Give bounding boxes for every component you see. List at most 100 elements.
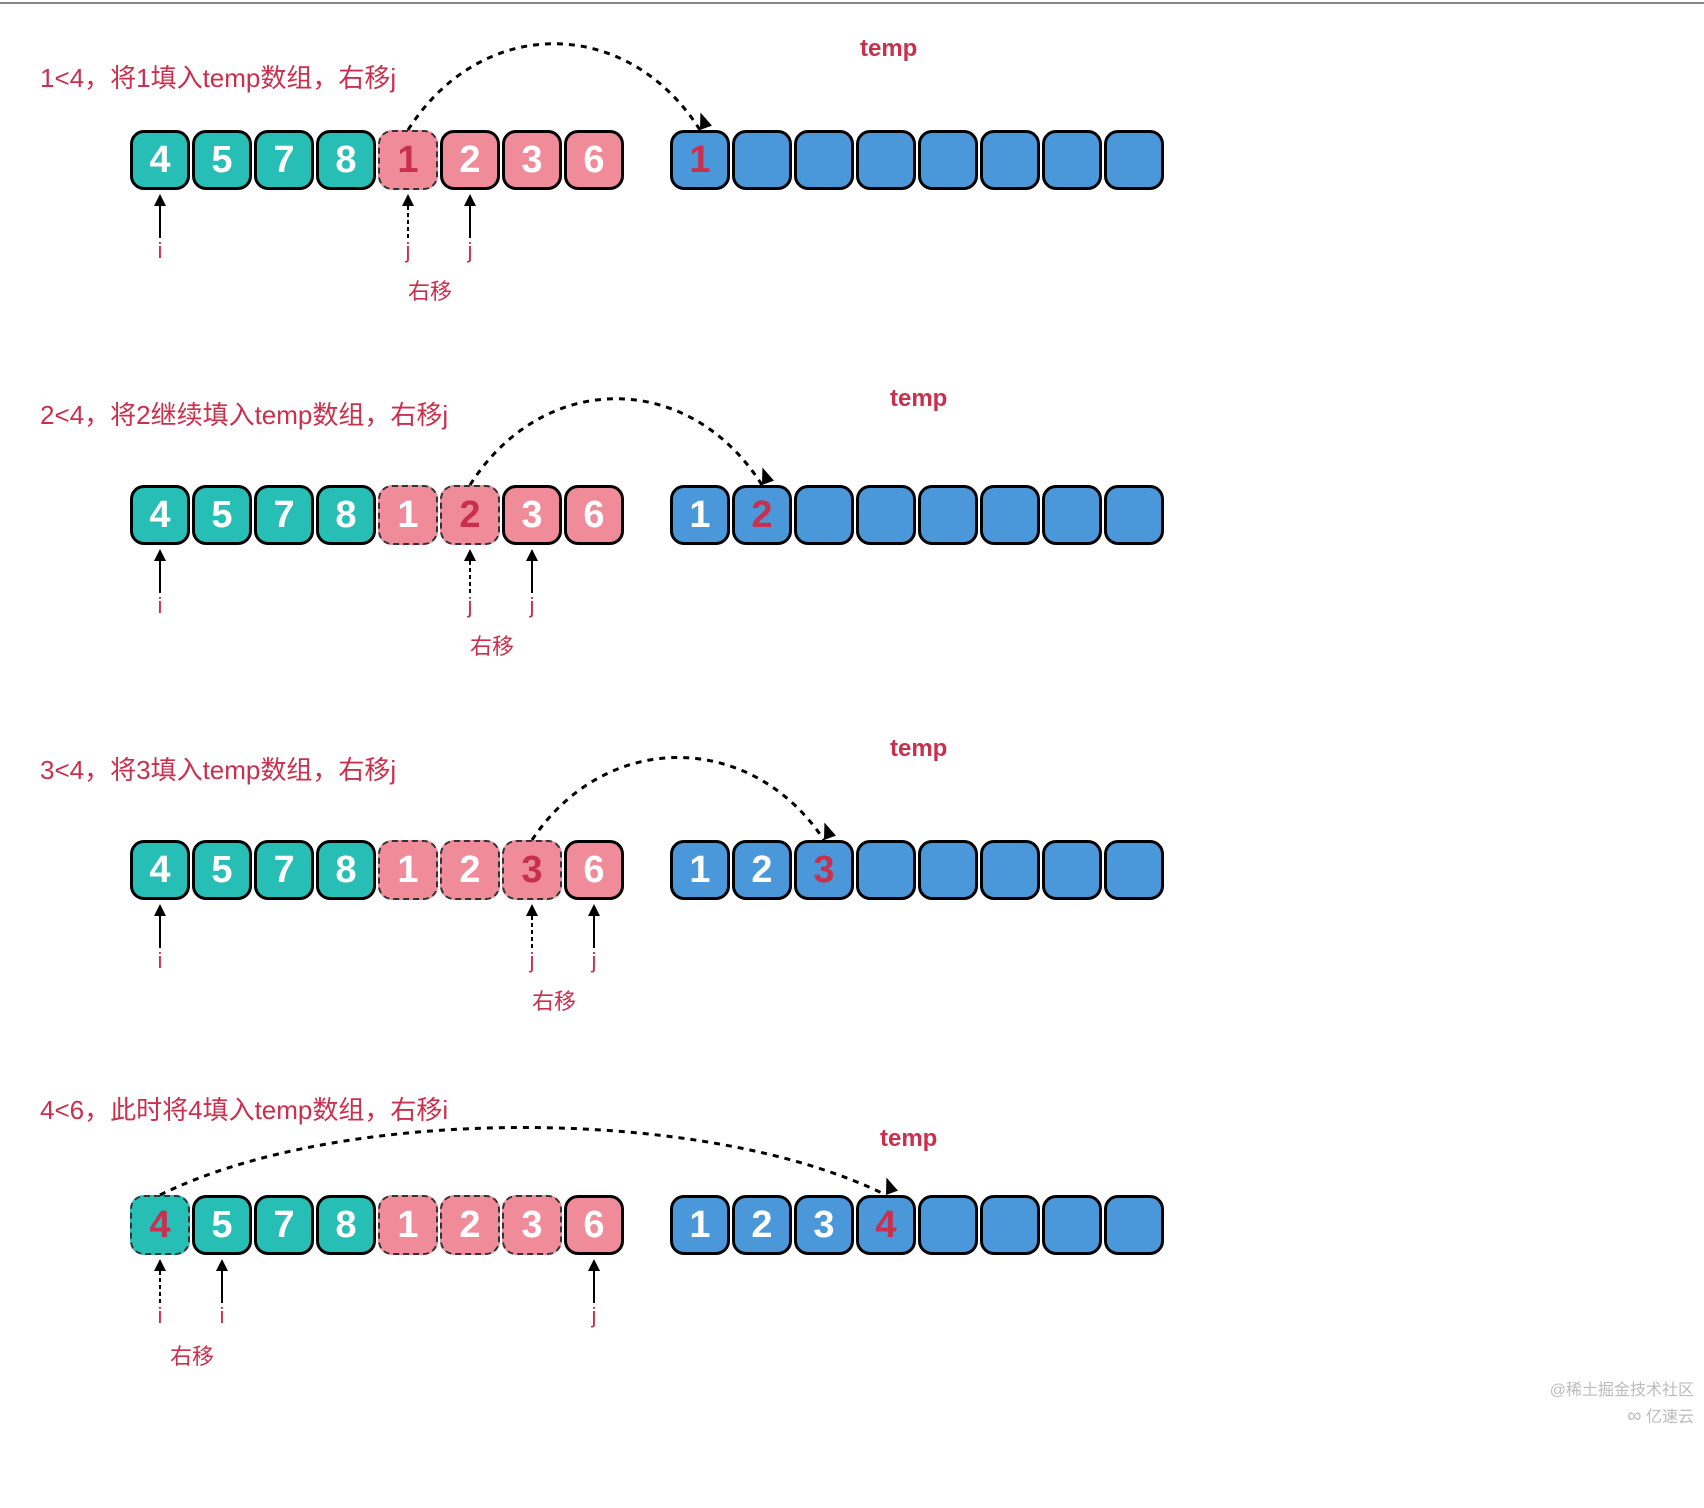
source-cell: 6 bbox=[564, 130, 624, 190]
pointer-label: j bbox=[592, 1303, 597, 1329]
source-cell: 7 bbox=[254, 1195, 314, 1255]
source-cell: 7 bbox=[254, 840, 314, 900]
pointer-j: j bbox=[584, 1259, 604, 1329]
source-cell: 1 bbox=[378, 1195, 438, 1255]
source-cell: 3 bbox=[502, 485, 562, 545]
source-cell: 2 bbox=[440, 1195, 500, 1255]
source-cell: 6 bbox=[564, 1195, 624, 1255]
temp-cell: 1 bbox=[670, 485, 730, 545]
temp-cell bbox=[1104, 130, 1164, 190]
pointer-label: i bbox=[158, 593, 163, 619]
source-cell: 5 bbox=[192, 840, 252, 900]
source-array: 45781236 bbox=[130, 1195, 626, 1255]
step-2: 2<4，将2继续填入temp数组，右移jtemp4578123612 i j j… bbox=[20, 365, 1684, 720]
source-cell: 8 bbox=[316, 130, 376, 190]
pointer-label: j bbox=[468, 238, 473, 264]
pointer-i: i bbox=[212, 1259, 232, 1329]
source-cell: 2 bbox=[440, 130, 500, 190]
temp-cell bbox=[794, 485, 854, 545]
temp-cell: 1 bbox=[670, 840, 730, 900]
pointer-label: i bbox=[220, 1303, 225, 1329]
temp-label: temp bbox=[860, 35, 917, 63]
shift-label: 右移 bbox=[532, 984, 576, 1016]
pointer-i: i bbox=[150, 194, 170, 264]
pointer-j: j bbox=[398, 194, 418, 264]
pointer-label: j bbox=[592, 948, 597, 974]
step-4: 4<6，此时将4填入temp数组，右移itemp457812361234 i i… bbox=[20, 1075, 1684, 1430]
temp-cell bbox=[1104, 1195, 1164, 1255]
temp-array: 1234 bbox=[670, 1195, 1166, 1255]
step-3: 3<4，将3填入temp数组，右移j temp 45781236 123 i j j右… bbox=[20, 720, 1684, 1075]
temp-cell bbox=[980, 130, 1040, 190]
temp-cell: 1 bbox=[670, 130, 730, 190]
source-cell: 5 bbox=[192, 130, 252, 190]
pointer-label: j bbox=[468, 593, 473, 619]
temp-cell bbox=[856, 840, 916, 900]
pointer-i: i bbox=[150, 549, 170, 619]
source-cell: 3 bbox=[502, 840, 562, 900]
transfer-arrow bbox=[20, 1075, 1704, 1435]
pointer-label: j bbox=[530, 593, 535, 619]
temp-cell bbox=[794, 130, 854, 190]
temp-label: temp bbox=[890, 735, 947, 763]
source-cell: 7 bbox=[254, 485, 314, 545]
source-cell: 8 bbox=[316, 1195, 376, 1255]
source-cell: 6 bbox=[564, 840, 624, 900]
source-array: 45781236 bbox=[130, 130, 626, 190]
temp-cell: 3 bbox=[794, 840, 854, 900]
source-array: 45781236 bbox=[130, 485, 626, 545]
source-cell: 5 bbox=[192, 1195, 252, 1255]
pointer-i: i bbox=[150, 1259, 170, 1329]
temp-cell bbox=[980, 485, 1040, 545]
source-cell: 1 bbox=[378, 840, 438, 900]
source-cell: 1 bbox=[378, 130, 438, 190]
temp-cell bbox=[1042, 1195, 1102, 1255]
temp-array: 12 bbox=[670, 485, 1166, 545]
temp-cell: 3 bbox=[794, 1195, 854, 1255]
temp-cell bbox=[918, 485, 978, 545]
source-cell: 4 bbox=[130, 130, 190, 190]
source-cell: 4 bbox=[130, 840, 190, 900]
temp-cell bbox=[856, 485, 916, 545]
source-cell: 7 bbox=[254, 130, 314, 190]
source-cell: 4 bbox=[130, 1195, 190, 1255]
temp-array: 1 bbox=[670, 130, 1166, 190]
source-cell: 3 bbox=[502, 130, 562, 190]
pointer-label: i bbox=[158, 948, 163, 974]
pointer-label: j bbox=[530, 948, 535, 974]
temp-cell: 4 bbox=[856, 1195, 916, 1255]
temp-cell bbox=[732, 130, 792, 190]
temp-cell bbox=[980, 1195, 1040, 1255]
pointer-i: i bbox=[150, 904, 170, 974]
shift-label: 右移 bbox=[470, 629, 514, 661]
step-caption: 3<4，将3填入temp数组，右移j bbox=[40, 750, 396, 787]
watermark-line2: 亿速云 bbox=[1646, 1409, 1694, 1426]
step-caption: 1<4，将1填入temp数组，右移j bbox=[40, 58, 396, 95]
temp-cell bbox=[1042, 130, 1102, 190]
temp-cell bbox=[918, 130, 978, 190]
temp-cell: 2 bbox=[732, 1195, 792, 1255]
pointer-label: j bbox=[406, 238, 411, 264]
source-cell: 5 bbox=[192, 485, 252, 545]
step-1: 1<4，将1填入temp数组，右移jtemp457812361 i j j右移 bbox=[20, 10, 1684, 365]
pointer-label: i bbox=[158, 238, 163, 264]
source-array: 45781236 bbox=[130, 840, 626, 900]
shift-label: 右移 bbox=[408, 274, 452, 306]
step-caption: 4<6，此时将4填入temp数组，右移i bbox=[40, 1090, 448, 1127]
pointer-label: i bbox=[158, 1303, 163, 1329]
pointer-j: j bbox=[460, 549, 480, 619]
source-cell: 3 bbox=[502, 1195, 562, 1255]
temp-cell bbox=[856, 130, 916, 190]
temp-cell bbox=[1104, 840, 1164, 900]
pointer-j: j bbox=[522, 549, 542, 619]
temp-cell bbox=[1104, 485, 1164, 545]
source-cell: 4 bbox=[130, 485, 190, 545]
temp-array: 123 bbox=[670, 840, 1166, 900]
watermark-line1: @稀土掘金技术社区 bbox=[1550, 1380, 1694, 1402]
temp-cell: 2 bbox=[732, 485, 792, 545]
temp-cell bbox=[980, 840, 1040, 900]
temp-label: temp bbox=[890, 385, 947, 413]
source-cell: 2 bbox=[440, 485, 500, 545]
temp-cell bbox=[1042, 485, 1102, 545]
pointer-j: j bbox=[584, 904, 604, 974]
